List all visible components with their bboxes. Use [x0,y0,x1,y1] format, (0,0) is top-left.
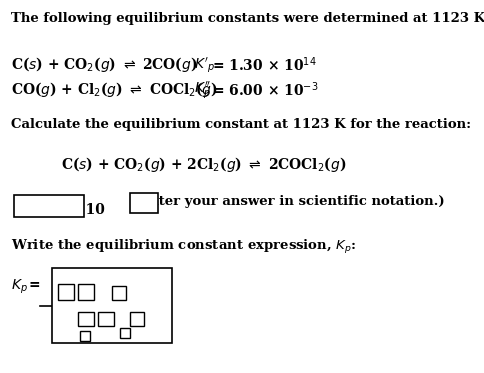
Text: C($s$) + CO$_2$($g$) + 2Cl$_2$($g$) $\rightleftharpoons$ 2COCl$_2$($g$): C($s$) + CO$_2$($g$) + 2Cl$_2$($g$) $\ri… [61,155,347,174]
Text: = 6.00 × 10$^{-3}$: = 6.00 × 10$^{-3}$ [212,80,318,98]
Text: $K'_p$: $K'_p$ [195,55,215,75]
Text: The following equilibrium constants were determined at 1123 K:: The following equilibrium constants were… [11,12,484,25]
Text: Write the equilibrium constant expression, $K_p$:: Write the equilibrium constant expressio… [11,238,356,256]
Text: (Enter your answer in scientific notation.): (Enter your answer in scientific notatio… [134,195,445,208]
Text: = 1.30 × 10$^{14}$: = 1.30 × 10$^{14}$ [212,55,317,73]
Text: CO($g$) + Cl$_2$($g$) $\rightleftharpoons$ COCl$_2$($g$): CO($g$) + Cl$_2$($g$) $\rightleftharpoon… [11,80,217,99]
Text: C($s$) + CO$_2$($g$) $\rightleftharpoons$ 2CO($g$): C($s$) + CO$_2$($g$) $\rightleftharpoons… [11,55,197,74]
Text: $K^{\prime\prime}_p$: $K^{\prime\prime}_p$ [195,80,212,101]
Text: =: = [29,278,41,292]
Text: Calculate the equilibrium constant at 1123 K for the reaction:: Calculate the equilibrium constant at 11… [11,118,471,131]
Text: $K_p$: $K_p$ [11,278,28,296]
Text: × 10: × 10 [69,203,105,217]
